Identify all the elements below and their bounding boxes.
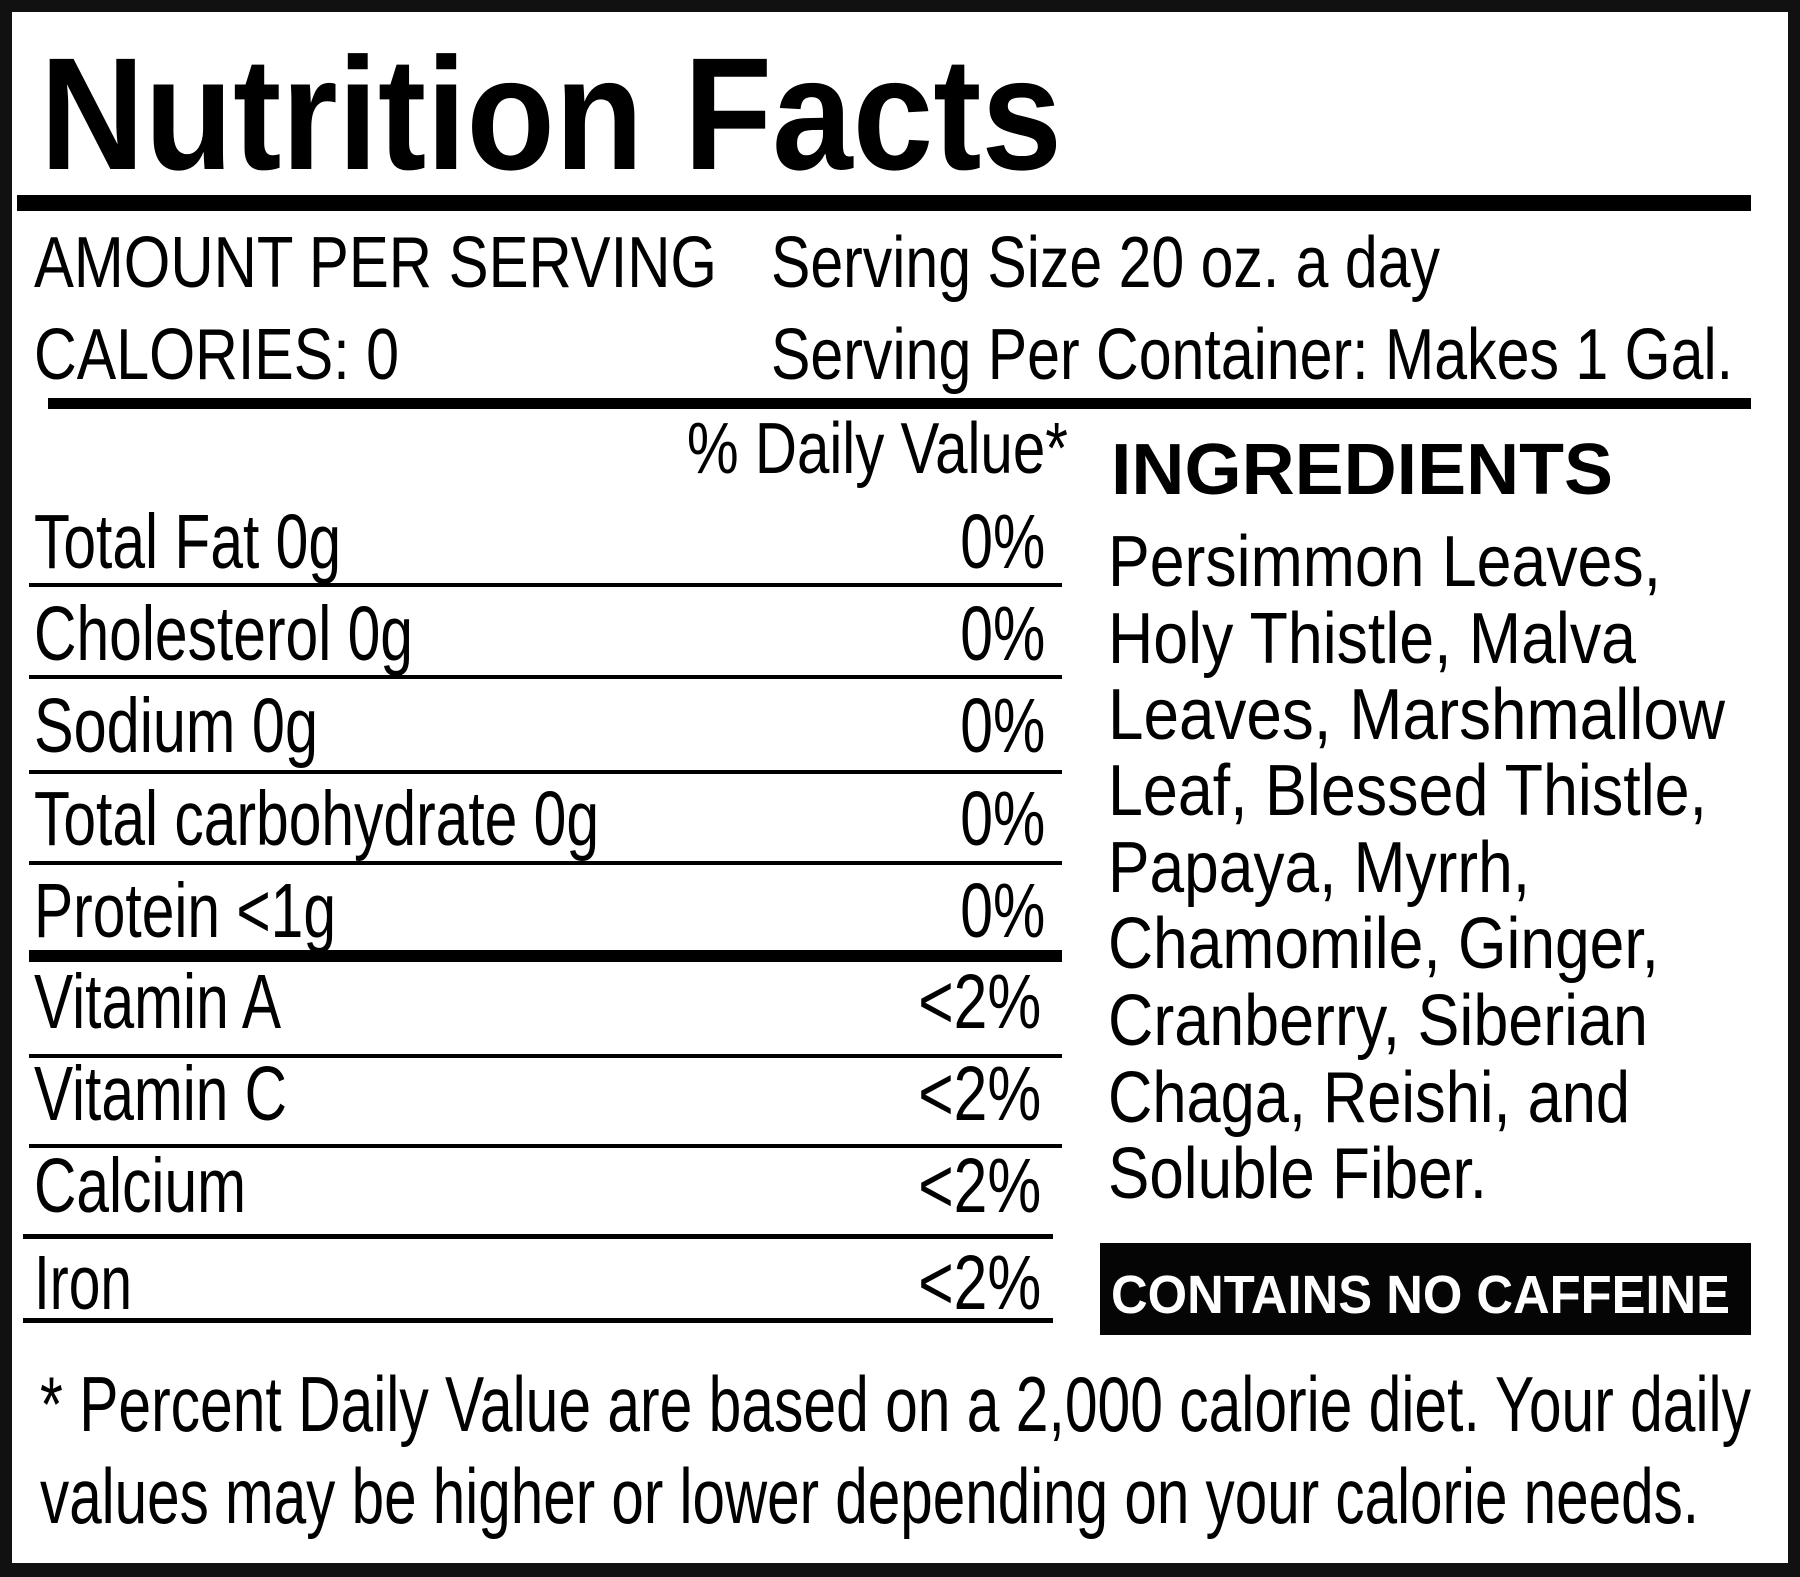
nutrient-dv: 0% (960, 591, 1045, 677)
nutrient-label: Vitamin A (34, 959, 281, 1045)
ingredients-line: Cranberry, Siberian (1108, 981, 1648, 1061)
serving-size: Serving Size 20 oz. a day (771, 223, 1440, 303)
nutrient-label: Sodium 0g (34, 683, 318, 769)
nutrient-dv: <2% (918, 1143, 1041, 1229)
row-divider (23, 1318, 1053, 1323)
nutrient-dv: 0% (960, 868, 1045, 954)
row-divider (29, 583, 1062, 587)
ingredients-line: Holy Thistle, Malva (1108, 599, 1636, 679)
ingredients-line: Chamomile, Ginger, (1108, 904, 1659, 984)
thick-row-divider (29, 950, 1062, 962)
row-divider (29, 861, 1062, 865)
nutrient-dv: <2% (918, 1051, 1041, 1137)
ingredients-line: Leaves, Marshmallow (1108, 675, 1725, 755)
label-title: Nutrition Facts (40, 24, 1062, 203)
nutrient-label: Total carbohydrate 0g (34, 776, 599, 862)
nutrient-label: Iron (34, 1240, 132, 1326)
nutrient-dv: 0% (960, 499, 1045, 585)
header-rule (48, 398, 1751, 409)
nutrient-dv: 0% (960, 683, 1045, 769)
ingredients-line: Chaga, Reishi, and (1108, 1058, 1630, 1138)
daily-value-header: % Daily Value* (687, 409, 1068, 489)
no-caffeine-badge-text: CONTAINS NO CAFFEINE (1111, 1265, 1730, 1325)
ingredients-line: Papaya, Myrrh, (1108, 828, 1530, 908)
ingredients-line: Leaf, Blessed Thistle, (1108, 751, 1707, 831)
servings-per-container: Serving Per Container: Makes 1 Gal. (771, 315, 1733, 395)
ingredients-line: Soluble Fiber. (1108, 1134, 1487, 1214)
nutrient-label: Protein <1g (34, 868, 336, 954)
title-rule (17, 195, 1751, 211)
nutrient-dv: <2% (918, 1240, 1041, 1326)
row-divider (29, 1054, 1062, 1058)
footnote-line: values may be higher or lower depending … (40, 1452, 1699, 1540)
nutrient-label: Cholesterol 0g (34, 591, 413, 677)
row-divider (29, 1144, 1062, 1148)
ingredients-heading: INGREDIENTS (1111, 430, 1613, 510)
footnote-line: * Percent Daily Value are based on a 2,0… (40, 1360, 1751, 1448)
no-caffeine-badge (1100, 1243, 1751, 1335)
nutrient-label: Total Fat 0g (34, 499, 341, 585)
row-divider (29, 675, 1062, 679)
calories: CALORIES: 0 (34, 315, 399, 395)
nutrient-label: Vitamin C (34, 1051, 287, 1137)
ingredients-line: Persimmon Leaves, (1108, 522, 1661, 602)
row-divider (23, 1234, 1053, 1239)
nutrient-dv: 0% (960, 776, 1045, 862)
row-divider (29, 770, 1062, 774)
nutrient-label: Calcium (34, 1143, 246, 1229)
nutrient-dv: <2% (918, 959, 1041, 1045)
amount-per-serving: AMOUNT PER SERVING (34, 223, 717, 303)
